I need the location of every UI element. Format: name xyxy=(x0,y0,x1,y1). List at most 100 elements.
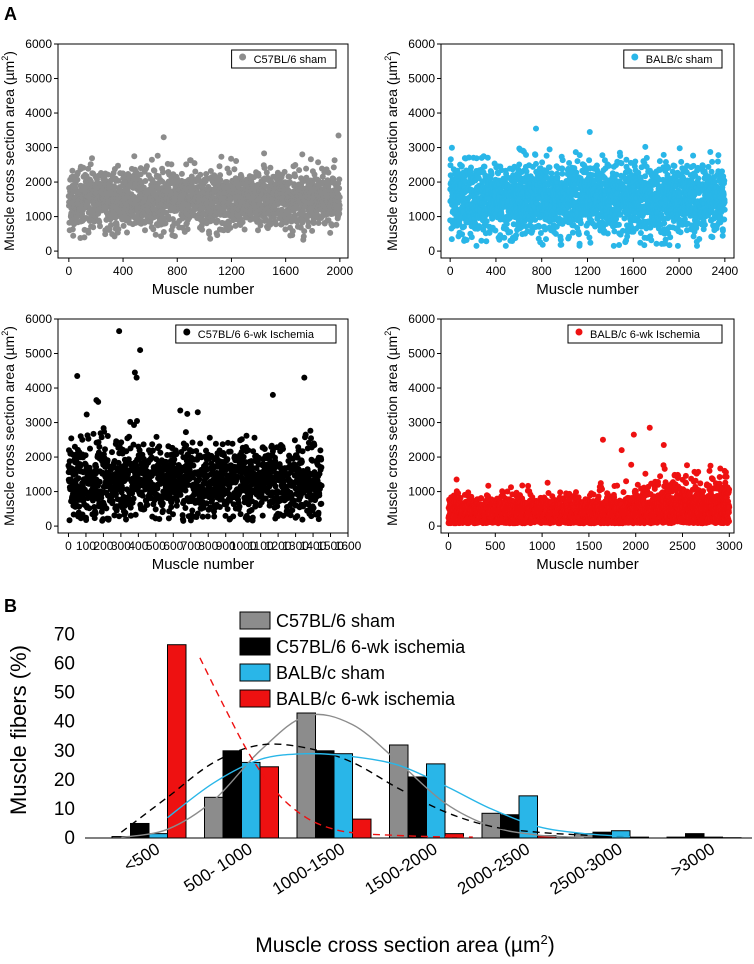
scatter-point xyxy=(543,236,549,243)
scatter-point xyxy=(191,160,198,167)
scatter-point xyxy=(109,449,115,456)
scatter-point xyxy=(543,152,550,159)
y-axis-label: Muscle cross section area (µm2) xyxy=(0,326,17,526)
scatter-point xyxy=(523,151,529,158)
scatter-point xyxy=(257,222,264,229)
scatter-point xyxy=(643,154,650,161)
scatter-point xyxy=(676,145,683,152)
scatter-point xyxy=(123,516,129,523)
scatter-point xyxy=(532,151,539,158)
scatter-point xyxy=(142,178,149,184)
scatter-point xyxy=(241,226,248,233)
scatter-point xyxy=(207,168,214,174)
scatter-point xyxy=(233,158,240,164)
y-axis-label-end: ) xyxy=(1,51,17,56)
x-tick-label: 800 xyxy=(532,264,552,278)
scatter-point xyxy=(292,162,299,168)
scatter-point xyxy=(674,242,681,249)
panel-label-a: A xyxy=(4,4,17,24)
y-tick-label: 3000 xyxy=(25,416,52,430)
scatter-point xyxy=(533,160,539,167)
scatter-point xyxy=(107,177,114,184)
scatter-point xyxy=(198,222,205,229)
y-axis-label: Muscle cross section area (µm2) xyxy=(383,51,400,251)
scatter-point xyxy=(714,158,721,165)
scatter-point xyxy=(152,231,159,238)
scatter-point xyxy=(89,155,95,162)
y-tick-label: 6000 xyxy=(25,312,52,326)
scatter-point xyxy=(336,185,343,192)
x-tick-label: 1200 xyxy=(218,264,245,278)
scatter-point xyxy=(83,411,90,418)
scatter-point xyxy=(303,165,310,172)
scatter-point xyxy=(70,232,77,239)
scatter-point xyxy=(632,158,639,165)
scatter-point xyxy=(575,231,582,238)
scatter-point xyxy=(576,240,583,247)
x-tick-label: 2000 xyxy=(666,264,693,278)
scatter-point xyxy=(87,161,94,168)
scatter-point xyxy=(336,202,343,209)
scatter-point xyxy=(96,478,103,485)
scatter-point xyxy=(122,509,129,516)
scatter-points xyxy=(447,125,728,249)
scatter-point xyxy=(309,227,316,234)
scatter-point xyxy=(183,161,190,168)
x-tick-label: 400 xyxy=(113,264,133,278)
x-tick-label: 0 xyxy=(447,264,454,278)
scatter-point xyxy=(171,233,178,240)
scatter-point xyxy=(159,178,166,185)
scatter-point xyxy=(708,168,715,175)
y-tick-label: 6000 xyxy=(408,37,435,51)
scatter-point xyxy=(559,157,566,164)
scatter-point xyxy=(104,457,111,464)
scatter-point xyxy=(116,513,123,520)
scatter-point xyxy=(546,146,553,153)
scatter-point xyxy=(83,517,90,523)
scatter-point xyxy=(473,155,480,162)
scatter-point xyxy=(615,221,622,228)
scatter-point xyxy=(677,229,684,236)
scatter-point xyxy=(327,229,334,236)
scatter-point xyxy=(267,164,274,171)
scatter-point xyxy=(143,163,150,170)
scatter-point xyxy=(576,152,583,159)
x-tick-label: 2400 xyxy=(711,264,738,278)
scatter-point xyxy=(92,510,99,517)
scatter-points xyxy=(65,328,325,524)
scatter-point xyxy=(587,239,594,246)
scatter-point xyxy=(126,433,133,440)
y-tick-label: 4000 xyxy=(25,381,52,395)
scatter-point xyxy=(104,171,111,178)
scatter-point xyxy=(108,222,114,228)
scatter-point xyxy=(586,157,593,164)
scatter-point xyxy=(604,230,611,237)
legend-marker xyxy=(239,53,247,61)
scatter-point xyxy=(203,175,210,182)
scatter-point xyxy=(690,152,697,159)
scatter-point xyxy=(333,221,340,228)
scatter-point xyxy=(115,177,122,184)
scatter-point xyxy=(447,156,454,163)
scatter-point xyxy=(448,236,455,243)
x-tick-label: 800 xyxy=(167,264,187,278)
scatter-point xyxy=(80,164,87,171)
scatter-point xyxy=(299,151,306,158)
scatter-point xyxy=(68,435,75,442)
scatter-point xyxy=(719,227,726,234)
scatter-point xyxy=(488,171,495,178)
scatter-point xyxy=(69,167,76,174)
scatter-point xyxy=(539,241,546,248)
scatter-point xyxy=(217,177,224,183)
scatter-point xyxy=(261,150,268,157)
scatter-point xyxy=(569,229,576,236)
scatter-point xyxy=(325,169,332,176)
y-tick-label: 6000 xyxy=(25,37,52,51)
x-tick-label: 0 xyxy=(65,264,72,278)
scatter-point xyxy=(162,220,169,227)
scatter-point xyxy=(144,501,151,508)
scatter-point xyxy=(98,434,105,441)
y-axis-label-main: Muscle cross section area (µm xyxy=(1,61,17,251)
